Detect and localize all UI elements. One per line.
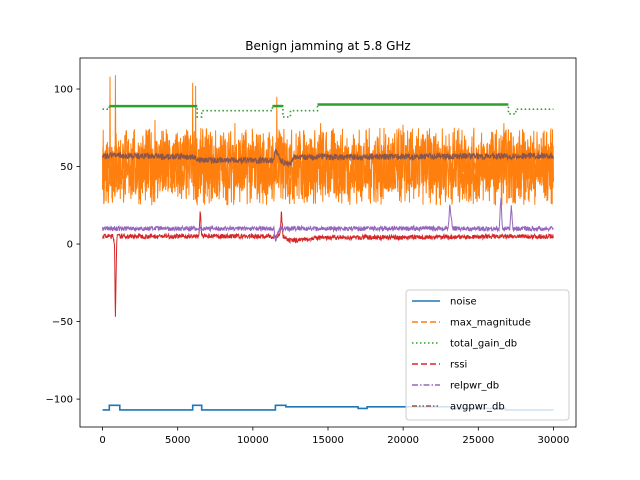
legend-label-avgpwr-db: avgpwr_db — [450, 402, 505, 413]
legend-box — [405, 289, 570, 421]
legend-label-noise: noise — [450, 297, 477, 308]
x-tick-label: 5000 — [165, 435, 190, 446]
series-line-rssi — [102, 211, 554, 317]
series-line-max-magnitude — [102, 75, 554, 191]
y-tick-label: −50 — [52, 317, 73, 328]
x-tick-label: 20000 — [387, 435, 419, 446]
chart-title: Benign jamming at 5.8 GHz — [245, 39, 410, 53]
legend-label-max-magnitude: max_magnitude — [450, 318, 531, 329]
legend-label-total-gain-db: total_gain_db — [450, 339, 517, 350]
y-tick-label: 0 — [67, 240, 73, 251]
x-tick-label: 25000 — [462, 435, 494, 446]
legend-label-relpwr-db: relpwr_db — [450, 381, 499, 392]
x-tick-label: 0 — [99, 435, 105, 446]
x-tick-label: 10000 — [237, 435, 269, 446]
x-tick-label: 15000 — [312, 435, 344, 446]
series-line-avgpwr-db — [102, 148, 554, 168]
series-line-relpwr-db — [102, 197, 554, 242]
legend-label-rssi: rssi — [450, 360, 467, 371]
y-tick-label: 50 — [60, 162, 73, 173]
y-tick-label: −100 — [46, 395, 73, 406]
x-tick-label: 30000 — [538, 435, 570, 446]
y-tick-label: 100 — [54, 85, 73, 96]
axis-ticks: 0 5000 10000 15000 20000 25000 30000 −100 −50 0 50… — [46, 85, 570, 446]
